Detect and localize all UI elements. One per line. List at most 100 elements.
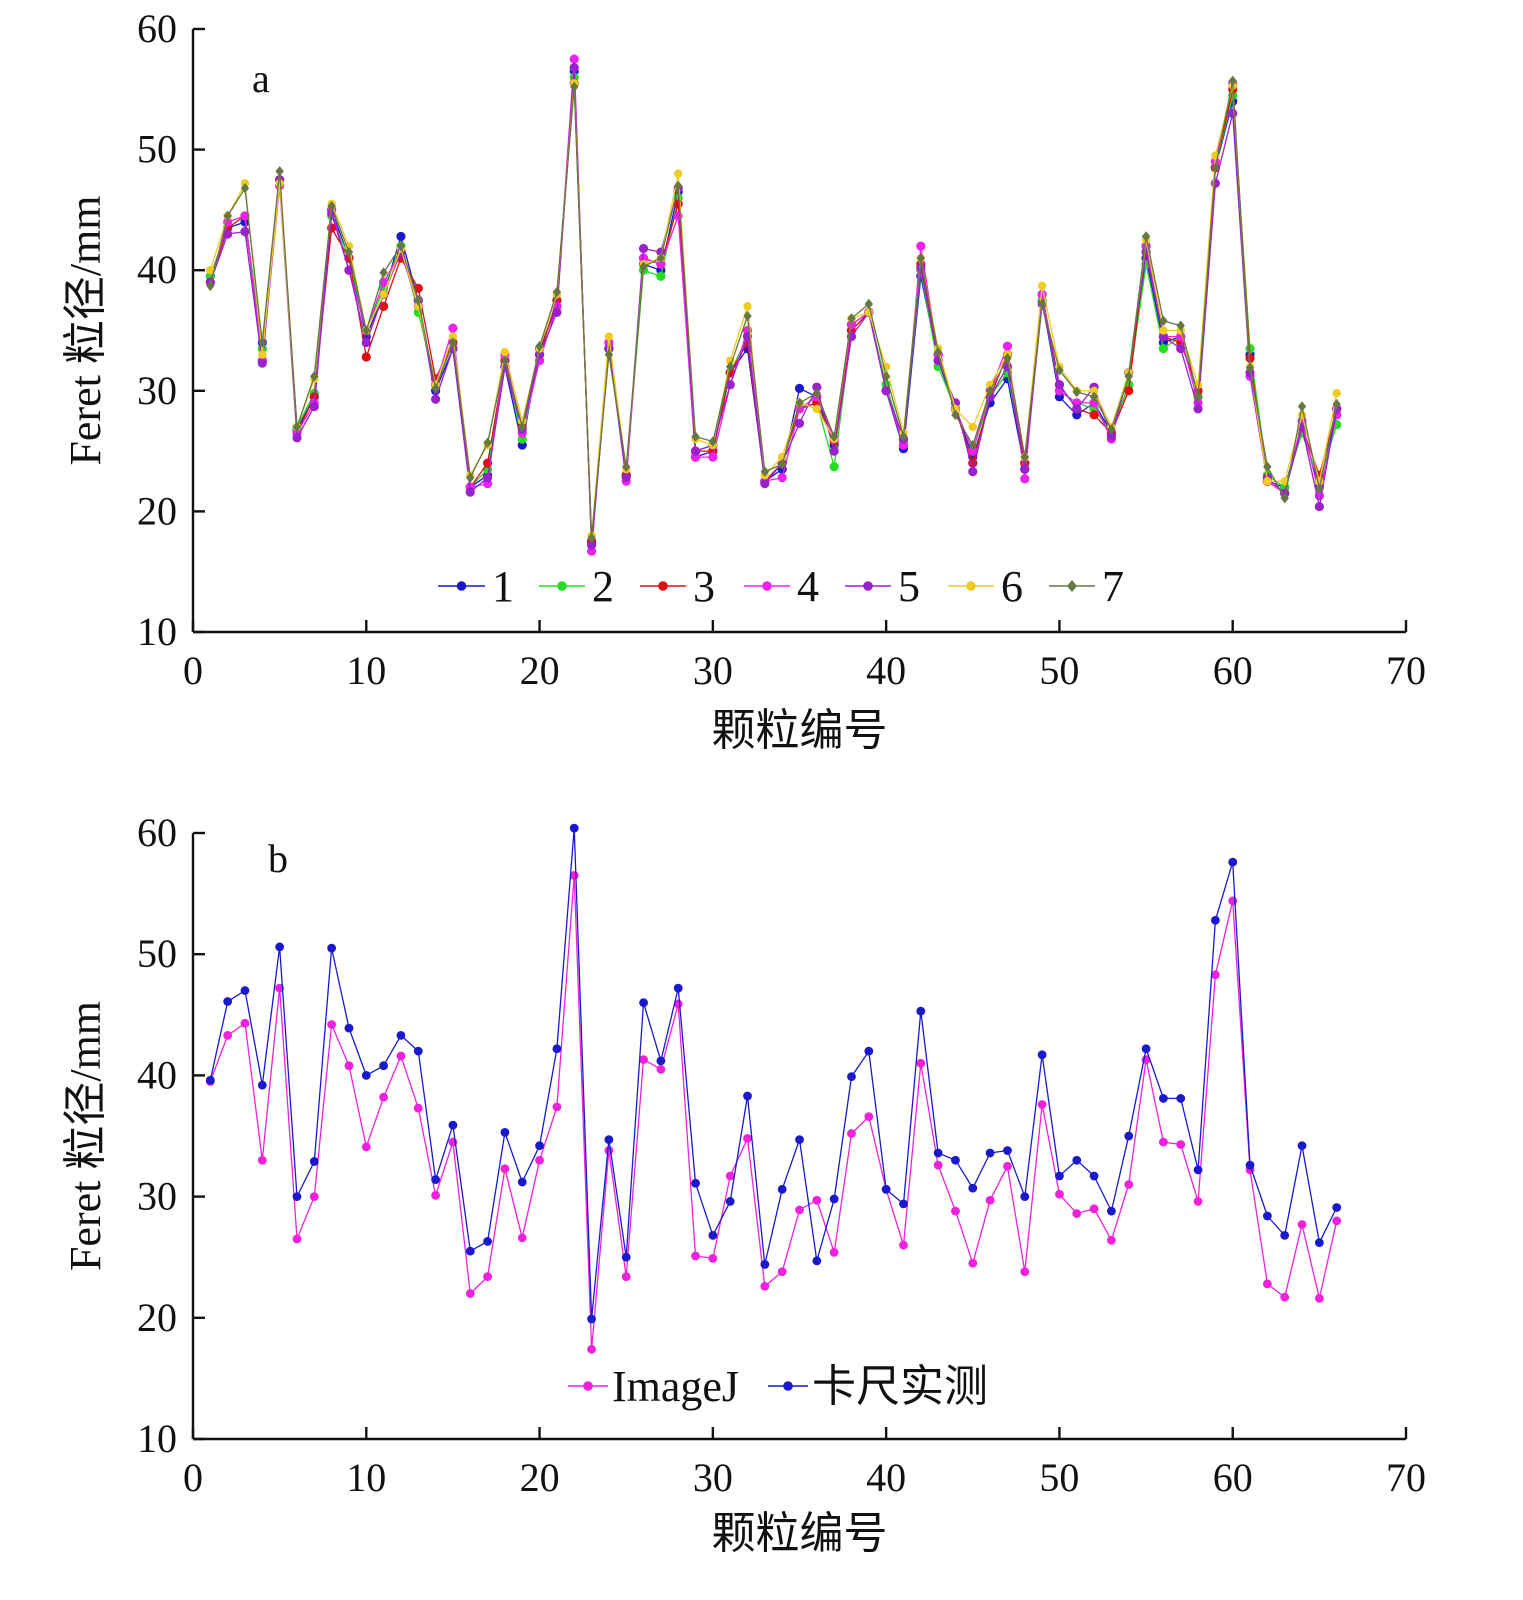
- data-point: [916, 1006, 926, 1016]
- data-point: [1141, 1044, 1151, 1054]
- data-point: [362, 325, 371, 336]
- data-point: [1107, 1206, 1116, 1216]
- data-point: [777, 473, 787, 483]
- data-point: [985, 385, 995, 396]
- y-tick-label: 10: [137, 1416, 177, 1461]
- x-tick-label: 60: [1213, 1455, 1253, 1500]
- data-point: [1332, 1216, 1342, 1226]
- data-point: [725, 356, 735, 365]
- data-point: [344, 1023, 354, 1033]
- data-point: [691, 1178, 700, 1188]
- series-7: [206, 75, 1341, 544]
- data-point: [708, 1254, 718, 1263]
- data-point: [379, 1092, 389, 1102]
- legend-label: 4: [797, 562, 819, 611]
- data-point: [482, 473, 493, 483]
- data-point: [829, 431, 839, 442]
- data-point: [257, 358, 267, 368]
- data-point: [344, 265, 354, 275]
- data-point: [968, 439, 977, 451]
- data-point: [968, 467, 978, 477]
- panel-label: a: [252, 56, 270, 101]
- data-point: [691, 431, 700, 442]
- data-point: [223, 997, 233, 1006]
- data-point: [622, 461, 631, 472]
- data-point: [1280, 1230, 1290, 1240]
- data-point: [829, 1194, 839, 1204]
- data-point: [1228, 896, 1238, 906]
- data-point: [361, 337, 371, 348]
- data-point: [639, 261, 648, 272]
- data-point: [846, 319, 857, 330]
- data-point: [1262, 1211, 1272, 1221]
- data-point: [1054, 380, 1065, 390]
- x-tick-label: 40: [866, 648, 906, 693]
- data-point: [864, 1112, 874, 1122]
- data-point: [985, 1195, 995, 1205]
- data-point: [1055, 1171, 1064, 1181]
- data-point: [812, 1256, 822, 1266]
- data-point: [794, 383, 805, 393]
- data-point: [656, 1056, 666, 1066]
- data-point: [223, 229, 233, 239]
- series-ImageJ: [205, 871, 1342, 1354]
- series-line: [209, 66, 1338, 546]
- data-point: [1072, 386, 1081, 398]
- data-point: [1159, 326, 1168, 335]
- data-point: [1210, 178, 1220, 188]
- data-point: [396, 231, 406, 242]
- series-line: [209, 874, 1338, 1350]
- data-point: [1037, 298, 1047, 310]
- data-point: [899, 1199, 908, 1209]
- data-point: [552, 286, 562, 298]
- data-point: [604, 349, 614, 360]
- legend-label: 1: [492, 562, 514, 611]
- data-point: [413, 1046, 423, 1056]
- data-point: [639, 1055, 648, 1065]
- data-point: [968, 1258, 978, 1268]
- legend: ImageJ 卡尺实测: [568, 1362, 988, 1411]
- x-tick-label: 0: [183, 1455, 203, 1500]
- data-point: [483, 1237, 492, 1246]
- data-point: [1089, 391, 1099, 403]
- legend-swatch-marker: [456, 581, 467, 591]
- data-point: [933, 347, 943, 358]
- x-axis-title: 颗粒编号: [712, 706, 888, 755]
- panel-label: b: [268, 836, 288, 881]
- x-tick-label: 10: [346, 1455, 386, 1500]
- data-point: [569, 823, 579, 833]
- data-point: [1263, 461, 1272, 472]
- x-tick-label: 10: [346, 648, 386, 693]
- data-point: [725, 1171, 735, 1181]
- data-point: [812, 388, 822, 399]
- data-point: [1314, 1238, 1324, 1248]
- data-point: [1228, 857, 1238, 867]
- data-point: [985, 1148, 995, 1158]
- data-point: [725, 361, 735, 372]
- legend-swatch-marker: [762, 581, 772, 591]
- data-point: [1107, 424, 1116, 435]
- data-point: [1089, 386, 1099, 395]
- data-point: [223, 210, 232, 222]
- data-point: [431, 1190, 440, 1200]
- data-point: [465, 1289, 475, 1298]
- data-point: [777, 459, 787, 470]
- data-point: [760, 1281, 770, 1291]
- data-point: [604, 1135, 614, 1145]
- data-point: [500, 348, 510, 357]
- data-point: [258, 337, 267, 348]
- data-point: [795, 1205, 804, 1215]
- data-point: [483, 437, 492, 448]
- data-point: [240, 1018, 250, 1028]
- data-point: [708, 1230, 718, 1240]
- data-point: [361, 1142, 371, 1152]
- x-tick-label: 60: [1213, 648, 1253, 693]
- legend-label: ImageJ: [612, 1362, 739, 1411]
- data-point: [1141, 231, 1151, 242]
- data-point: [344, 246, 354, 258]
- data-point: [951, 1155, 960, 1165]
- y-tick-label: 40: [137, 1052, 177, 1097]
- data-point: [656, 252, 666, 264]
- data-point: [361, 352, 371, 362]
